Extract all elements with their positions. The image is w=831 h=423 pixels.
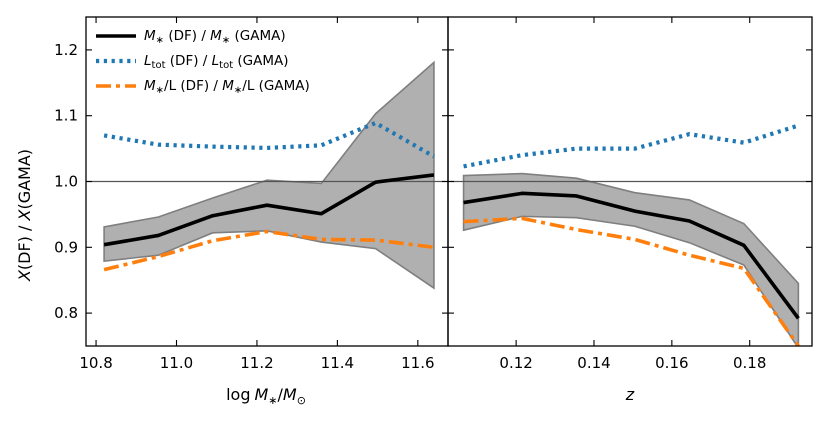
series-line-dashdot	[463, 216, 800, 346]
x-tick-label: 0.16	[655, 354, 688, 372]
x-tick-label: 11.2	[240, 354, 273, 372]
right-panel: 0.12 0.14 0.16 0.18	[447, 16, 813, 372]
x-tick-label: 0.12	[499, 354, 532, 372]
legend-label: Ltot (DF) / Ltot (GAMA)	[144, 53, 289, 71]
x-axis-label-left: log M∗/M⊙	[226, 385, 306, 407]
uncertainty-band	[103, 60, 435, 290]
uncertainty-band	[462, 172, 800, 346]
plot-area	[448, 123, 812, 346]
x-tick-label: 11.0	[160, 354, 193, 372]
y-tick-label: 0.8	[54, 304, 78, 322]
legend-label: M∗/L (DF) / M∗/L (GAMA)	[144, 78, 310, 96]
series-line-solid	[463, 191, 800, 320]
x-tick-label: 11.4	[321, 354, 354, 372]
series-line-dashdot	[103, 229, 435, 272]
legend-label: M∗ (DF) / M∗ (GAMA)	[144, 28, 286, 46]
left-panel: 10.8 11.0 11.2 11.4 11.6 0.8 0.9 1.0 1.1 1.2	[54, 16, 449, 372]
legend: M∗ (DF) / M∗ (GAMA) Ltot (DF) / Ltot (GAM…	[96, 28, 310, 96]
series-line-dotted	[463, 123, 800, 169]
plot-area	[86, 60, 448, 290]
x-tick-label: 0.18	[733, 354, 766, 372]
y-tick-label: 1.0	[54, 173, 78, 191]
x-tick-label: 0.14	[577, 354, 610, 372]
x-tick-label: 10.8	[79, 354, 112, 372]
y-tick-label: 0.9	[54, 238, 78, 256]
y-axis-label: X(DF) / X(GAMA)	[15, 149, 34, 282]
series-line-solid	[103, 173, 435, 247]
x-tick-label: 11.6	[401, 354, 434, 372]
series-line-dotted	[103, 120, 435, 159]
y-tick-label: 1.2	[54, 41, 78, 59]
y-tick-label: 1.1	[54, 107, 78, 125]
x-axis-label-right: z	[625, 385, 635, 404]
